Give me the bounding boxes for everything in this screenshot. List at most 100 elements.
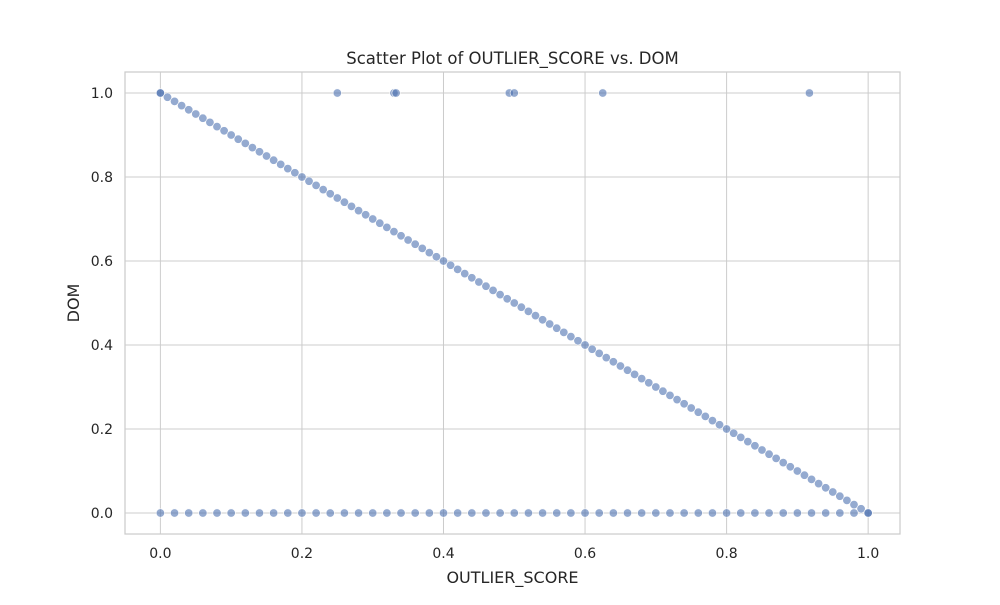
data-point [700, 411, 710, 421]
data-point [297, 508, 307, 518]
y-tick-label: 0.0 [91, 506, 113, 522]
data-point [283, 164, 293, 174]
data-point [155, 508, 165, 518]
data-point [184, 508, 194, 518]
data-point [807, 508, 817, 518]
data-point [318, 185, 328, 195]
data-point [170, 508, 180, 518]
data-point [566, 508, 576, 518]
data-point [608, 508, 618, 518]
data-point [729, 428, 739, 438]
data-point [254, 508, 264, 518]
data-point [623, 365, 633, 375]
data-point [804, 88, 814, 98]
data-point [297, 172, 307, 182]
data-point [191, 109, 201, 119]
data-point [601, 353, 611, 363]
x-tick-label: 0.4 [432, 546, 454, 562]
grid-layer [125, 72, 900, 534]
data-point [184, 105, 194, 115]
data-point [346, 201, 356, 211]
plot-frame [124, 71, 901, 535]
data-point [488, 285, 498, 295]
data-point [276, 159, 286, 169]
data-point [722, 508, 732, 518]
data-point [403, 235, 413, 245]
data-point [587, 344, 597, 354]
x-tick-label: 0.8 [715, 546, 737, 562]
data-point [651, 382, 661, 392]
data-point [679, 508, 689, 518]
data-point [438, 508, 448, 518]
data-point [771, 453, 781, 463]
data-point [750, 441, 760, 451]
data-point [391, 88, 401, 98]
data-point [410, 508, 420, 518]
data-point [410, 239, 420, 249]
data-point [552, 323, 562, 333]
data-point [722, 424, 732, 434]
data-point [467, 273, 477, 283]
data-point [162, 92, 172, 102]
data-point [170, 96, 180, 106]
data-point [240, 508, 250, 518]
data-point [481, 508, 491, 518]
data-point [269, 508, 279, 518]
data-point [453, 264, 463, 274]
data-point [254, 147, 264, 157]
data-point [269, 155, 279, 165]
data-point [177, 101, 187, 111]
data-point [424, 508, 434, 518]
chart-title: Scatter Plot of OUTLIER_SCORE vs. DOM [346, 49, 679, 69]
data-point [495, 290, 505, 300]
data-point [644, 378, 654, 388]
data-point [523, 306, 533, 316]
data-point [764, 508, 774, 518]
data-point [863, 508, 873, 518]
data-point [799, 470, 809, 480]
data-point [736, 432, 746, 442]
x-tick-label: 1.0 [857, 546, 879, 562]
data-point [545, 319, 555, 329]
data-point [807, 474, 817, 484]
y-tick-label: 0.4 [91, 338, 113, 354]
data-point [778, 508, 788, 518]
data-point [354, 508, 364, 518]
data-point [594, 508, 604, 518]
data-point [821, 508, 831, 518]
data-point [311, 180, 321, 190]
data-point [573, 336, 583, 346]
data-point [219, 126, 229, 136]
data-point [509, 508, 519, 518]
data-point [382, 222, 392, 232]
data-point [467, 508, 477, 518]
data-point [538, 508, 548, 518]
data-point [849, 508, 859, 518]
data-point [792, 466, 802, 476]
data-point [757, 445, 767, 455]
x-axis-label: OUTLIER_SCORE [446, 568, 578, 588]
data-point [375, 218, 385, 228]
data-point [693, 407, 703, 417]
data-point [339, 508, 349, 518]
data-point [608, 357, 618, 367]
data-point [764, 449, 774, 459]
data-point [814, 479, 824, 489]
data-point [651, 508, 661, 518]
data-point [509, 298, 519, 308]
data-point [417, 243, 427, 253]
data-point [354, 206, 364, 216]
data-point [262, 151, 272, 161]
data-point [707, 416, 717, 426]
data-point [679, 399, 689, 409]
data-point [155, 88, 165, 98]
data-point [368, 214, 378, 224]
data-point [665, 508, 675, 518]
data-point [205, 117, 215, 127]
data-point [509, 88, 519, 98]
data-point [481, 281, 491, 291]
data-point [594, 348, 604, 358]
data-point [658, 386, 668, 396]
data-point [580, 508, 590, 518]
